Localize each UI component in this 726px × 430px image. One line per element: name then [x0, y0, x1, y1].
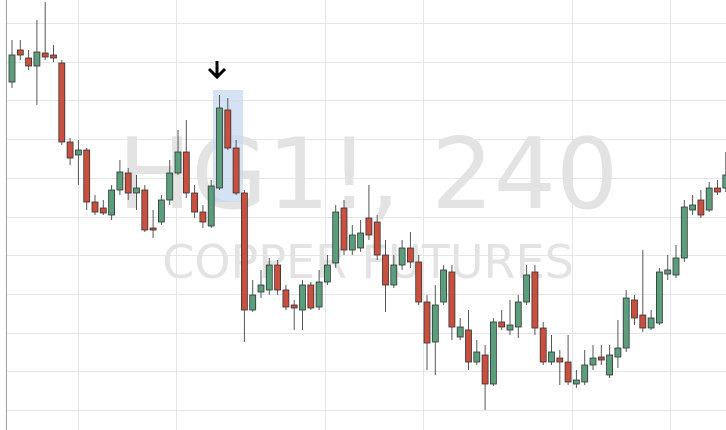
candle-body	[431, 304, 439, 343]
candle-body	[66, 141, 74, 159]
candle-body	[25, 57, 33, 67]
candle-body	[307, 284, 315, 309]
candle-body	[124, 172, 132, 194]
candle-body	[332, 211, 340, 264]
candle-body	[83, 149, 91, 203]
candle-body	[714, 187, 721, 193]
candle-body	[465, 329, 472, 363]
watermark-subtitle: COPPER FUTURES	[162, 235, 574, 289]
candle-body	[91, 201, 99, 213]
candle-body	[680, 206, 688, 259]
candle-body	[33, 51, 41, 67]
candle-body	[548, 351, 555, 363]
candle-body	[157, 199, 165, 223]
candle-body	[573, 379, 580, 385]
candle-body	[581, 364, 589, 383]
candle-body	[315, 281, 323, 308]
candle-body	[406, 247, 414, 263]
candle-body	[299, 284, 306, 311]
arrow-marker	[207, 61, 227, 80]
candle-body	[589, 357, 597, 366]
candle-body	[656, 271, 663, 324]
candle-body	[647, 317, 655, 329]
candle-body	[133, 187, 140, 194]
arrow-head	[207, 67, 227, 80]
candle-body	[249, 294, 257, 311]
candle-body	[614, 347, 622, 358]
candle-body	[622, 297, 630, 349]
candle-body	[191, 192, 199, 213]
candle-body	[199, 211, 207, 223]
candle-body	[423, 301, 431, 344]
candle-body	[141, 189, 149, 231]
candle-body	[166, 172, 174, 201]
candle-body	[340, 207, 348, 251]
candle-body	[672, 257, 680, 276]
candle-body	[232, 147, 240, 194]
candle-body	[539, 327, 547, 363]
candle-body	[664, 269, 672, 275]
candle-body	[697, 199, 705, 216]
candle-body	[481, 354, 489, 385]
candle-body	[50, 54, 57, 59]
candle-body	[597, 356, 605, 361]
candle-body	[41, 52, 49, 58]
candle-body	[382, 254, 389, 286]
candle-body	[265, 264, 273, 291]
candle-body	[116, 171, 124, 191]
candle-body	[415, 261, 423, 303]
candle-body	[498, 321, 506, 328]
candle-body	[323, 264, 331, 283]
candle-body	[631, 299, 638, 319]
candle-body	[456, 326, 464, 338]
candle-body	[556, 357, 564, 363]
candle-body	[514, 301, 522, 328]
candle-body	[290, 304, 298, 309]
candle-body	[564, 361, 572, 383]
candle-body	[390, 264, 398, 286]
candle-body	[506, 324, 514, 331]
candle-body	[398, 247, 406, 266]
candles	[8, 2, 726, 410]
candle-body	[365, 217, 373, 236]
grid	[6, 0, 726, 430]
candle-body	[348, 234, 356, 251]
candle-body	[489, 321, 497, 385]
candle-body	[224, 109, 232, 149]
candle-body	[705, 187, 713, 211]
candle-body	[639, 314, 647, 329]
candle-body	[182, 151, 190, 194]
candle-body	[216, 107, 223, 189]
candle-body	[174, 151, 182, 174]
candle-body	[8, 54, 16, 83]
candle-body	[75, 149, 82, 156]
candle-body	[257, 284, 265, 293]
candle-body	[274, 264, 282, 291]
candle-body	[373, 221, 381, 256]
candle-body	[606, 354, 613, 376]
candle-body	[473, 351, 481, 363]
candle-body	[207, 185, 215, 227]
candle-body	[149, 227, 157, 231]
candle-body	[357, 232, 365, 249]
candle-body	[448, 271, 456, 328]
candle-body	[108, 189, 115, 216]
watermark-title: HG1!, 240	[118, 118, 619, 232]
candle-body	[689, 204, 696, 211]
candle-body	[440, 269, 448, 303]
candle-body	[282, 289, 290, 308]
candle-body	[58, 62, 66, 143]
candle-body	[16, 49, 24, 56]
candle-body	[240, 192, 248, 311]
candle-body	[99, 207, 107, 214]
candle-body	[531, 271, 539, 329]
candle-body	[523, 274, 530, 303]
